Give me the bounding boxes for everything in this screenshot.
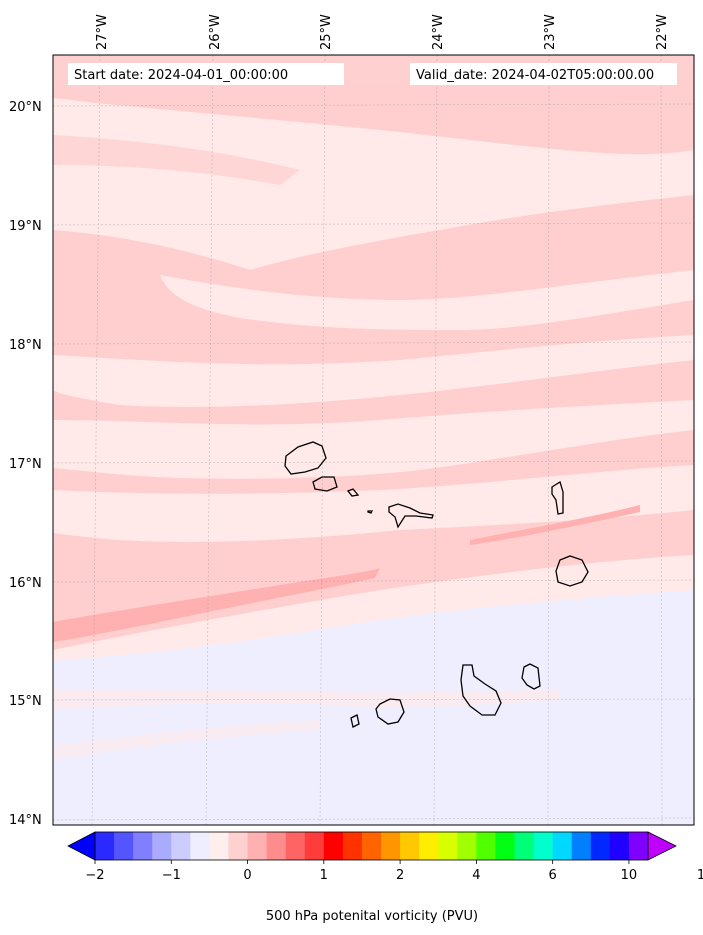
island-sal xyxy=(551,480,564,515)
colorbar-tick-label: 14 xyxy=(697,868,703,883)
map-frame xyxy=(52,54,695,826)
colorbar-segment xyxy=(457,832,477,860)
lon-label: 27°W xyxy=(95,14,110,50)
lat-label: 14°N xyxy=(9,813,42,828)
colorbar-segment xyxy=(438,832,458,860)
lon-label: 25°W xyxy=(319,14,334,50)
island-boa-vista xyxy=(555,555,589,587)
colorbar-tick-label: 0 xyxy=(243,868,251,883)
graticule xyxy=(52,54,695,826)
lon-label: 24°W xyxy=(431,14,446,50)
colorbar-segment xyxy=(361,832,382,860)
colorbar-segment xyxy=(323,832,344,860)
lon-label: 22°W xyxy=(655,14,670,50)
island-brava xyxy=(350,714,360,728)
colorbar-segment xyxy=(552,832,573,860)
colorbar-segment xyxy=(609,832,630,860)
colorbar-segment xyxy=(400,832,420,860)
island-santa-luzia xyxy=(346,488,360,497)
colorbar-segment xyxy=(95,832,115,860)
valid-date-text: Valid_date: 2024-04-02T05:00:00.00 xyxy=(416,68,654,83)
lat-label: 19°N xyxy=(9,219,42,234)
longitude-labels: 27°W 26°W 25°W 24°W 23°W 22°W xyxy=(95,14,670,50)
colorbar-segment xyxy=(304,832,325,860)
colorbar-segment xyxy=(495,832,516,860)
island-fogo xyxy=(375,698,405,725)
colorbar-segment xyxy=(590,832,611,860)
colorbar-ticks: −2 −1 0 1 2 4 6 10 14 xyxy=(85,860,703,883)
colorbar-segment xyxy=(381,832,401,860)
coastlines xyxy=(284,441,589,728)
colorbar-tick-label: 2 xyxy=(396,868,404,883)
colorbar-tick-label: −1 xyxy=(162,868,181,883)
lat-label: 16°N xyxy=(9,576,42,591)
colorbar-segment xyxy=(247,832,268,860)
colorbar-segment xyxy=(628,832,649,860)
island-santo-antao xyxy=(284,441,327,475)
colorbar: −2 −1 0 1 2 4 6 10 14 500 hPa potenital vorticit… xyxy=(67,831,703,924)
lat-label: 20°N xyxy=(9,100,42,115)
colorbar-tick-label: 1 xyxy=(320,868,328,883)
lon-label: 26°W xyxy=(208,14,223,50)
colorbar-outline xyxy=(94,831,649,861)
colorbar-tick-label: 6 xyxy=(549,868,557,883)
colorbar-label: 500 hPa potenital vorticity (PVU) xyxy=(266,909,478,924)
colorbar-segment xyxy=(342,832,363,860)
colorbar-segment xyxy=(571,832,592,860)
colorbar-segment xyxy=(533,832,554,860)
colorbar-segment xyxy=(190,832,210,860)
colorbar-segments xyxy=(95,832,649,860)
colorbar-segment xyxy=(171,832,191,860)
colorbar-tick-label: −2 xyxy=(85,868,104,883)
lat-label: 17°N xyxy=(9,457,42,472)
colorbar-segment xyxy=(228,832,249,860)
colorbar-segment xyxy=(285,832,306,860)
colorbar-segment xyxy=(514,832,535,860)
island-raso xyxy=(367,510,374,514)
start-date-box xyxy=(68,63,344,85)
colorbar-segment xyxy=(152,832,172,860)
colorbar-max-extend xyxy=(647,831,677,861)
potential-vorticity-field xyxy=(53,55,694,825)
valid-date-box xyxy=(410,63,677,85)
island-maio xyxy=(521,663,541,690)
colorbar-segment xyxy=(266,832,287,860)
colorbar-tick-label: 4 xyxy=(472,868,480,883)
latitude-labels: 20°N 19°N 18°N 17°N 16°N 15°N 14°N xyxy=(9,100,42,828)
colorbar-min-extend xyxy=(67,831,96,861)
lat-label: 18°N xyxy=(9,338,42,353)
colorbar-segment xyxy=(209,832,229,860)
colorbar-segment xyxy=(133,832,153,860)
start-date-text: Start date: 2024-04-01_00:00:00 xyxy=(74,68,288,83)
colorbar-tick-label: 10 xyxy=(621,868,638,883)
lon-label: 23°W xyxy=(543,14,558,50)
island-santiago xyxy=(460,664,502,716)
colorbar-segment xyxy=(419,832,439,860)
island-sao-vicente xyxy=(312,476,338,492)
colorbar-segment xyxy=(476,832,496,860)
island-sao-nicolau xyxy=(388,503,434,529)
lat-label: 15°N xyxy=(9,694,42,709)
colorbar-segment xyxy=(114,832,134,860)
